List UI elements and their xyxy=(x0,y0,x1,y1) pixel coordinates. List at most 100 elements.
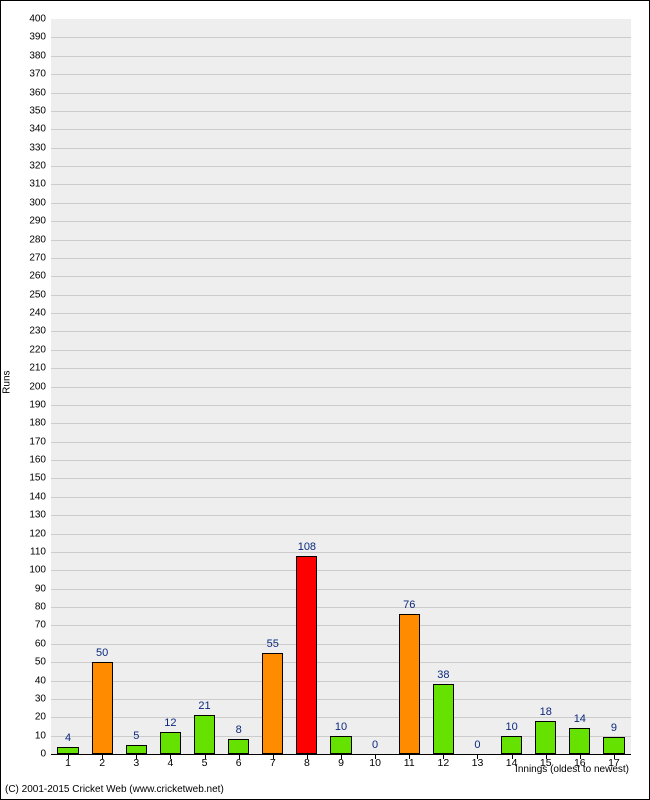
grid-line xyxy=(51,37,631,38)
y-tick-label: 190 xyxy=(6,399,46,410)
grid-line xyxy=(51,589,631,590)
bar-value-label: 50 xyxy=(96,647,108,659)
y-tick-label: 0 xyxy=(6,749,46,760)
x-tick-label: 6 xyxy=(236,757,242,769)
y-tick-label: 370 xyxy=(6,69,46,80)
grid-line xyxy=(51,405,631,406)
grid-line xyxy=(51,644,631,645)
grid-line xyxy=(51,662,631,663)
bar xyxy=(126,745,147,754)
y-tick-label: 10 xyxy=(6,730,46,741)
grid-line xyxy=(51,56,631,57)
y-tick-label: 360 xyxy=(6,87,46,98)
y-tick-label: 210 xyxy=(6,363,46,374)
grid-line xyxy=(51,295,631,296)
y-tick-label: 150 xyxy=(6,473,46,484)
y-tick-label: 290 xyxy=(6,216,46,227)
bar-value-label: 21 xyxy=(198,700,210,712)
grid-line xyxy=(51,331,631,332)
y-tick-label: 220 xyxy=(6,344,46,355)
grid-line xyxy=(51,570,631,571)
x-tick-label: 2 xyxy=(99,757,105,769)
grid-line xyxy=(51,478,631,479)
bar xyxy=(160,732,181,754)
grid-line xyxy=(51,681,631,682)
bar-value-label: 18 xyxy=(540,706,552,718)
grid-line xyxy=(51,442,631,443)
bar xyxy=(535,721,556,754)
x-tick-label: 10 xyxy=(369,757,381,769)
grid-line xyxy=(51,423,631,424)
x-tick-label: 12 xyxy=(438,757,450,769)
bar xyxy=(501,736,522,754)
bar-value-label: 12 xyxy=(164,717,176,729)
bar-value-label: 10 xyxy=(335,721,347,733)
y-tick-label: 180 xyxy=(6,418,46,429)
plot-area: 45051221855108100763801018149 xyxy=(51,19,631,755)
y-tick-label: 240 xyxy=(6,308,46,319)
copyright-text: (C) 2001-2015 Cricket Web (www.cricketwe… xyxy=(5,784,224,795)
bar-value-label: 108 xyxy=(298,541,316,553)
x-tick-label: 3 xyxy=(133,757,139,769)
grid-line xyxy=(51,350,631,351)
bar-value-label: 0 xyxy=(474,739,480,751)
x-tick-label: 4 xyxy=(167,757,173,769)
y-tick-label: 170 xyxy=(6,436,46,447)
bar-value-label: 5 xyxy=(133,730,139,742)
x-tick-label: 5 xyxy=(202,757,208,769)
y-tick-label: 160 xyxy=(6,455,46,466)
y-tick-label: 100 xyxy=(6,565,46,576)
grid-line xyxy=(51,460,631,461)
x-tick-label: 13 xyxy=(472,757,484,769)
y-tick-label: 230 xyxy=(6,326,46,337)
y-tick-label: 310 xyxy=(6,179,46,190)
bar-value-label: 4 xyxy=(65,732,71,744)
grid-line xyxy=(51,148,631,149)
y-tick-label: 400 xyxy=(6,14,46,25)
chart-container: 45051221855108100763801018149 Runs Innin… xyxy=(0,0,650,800)
bar-value-label: 9 xyxy=(611,722,617,734)
grid-line xyxy=(51,387,631,388)
grid-line xyxy=(51,111,631,112)
y-tick-label: 130 xyxy=(6,510,46,521)
y-tick-label: 380 xyxy=(6,50,46,61)
y-tick-label: 300 xyxy=(6,197,46,208)
y-tick-label: 40 xyxy=(6,675,46,686)
bar-value-label: 55 xyxy=(267,638,279,650)
bar xyxy=(228,739,249,754)
y-tick-label: 330 xyxy=(6,142,46,153)
y-tick-label: 340 xyxy=(6,124,46,135)
y-tick-label: 140 xyxy=(6,491,46,502)
x-tick-label: 1 xyxy=(65,757,71,769)
grid-line xyxy=(51,368,631,369)
y-tick-label: 280 xyxy=(6,234,46,245)
grid-line xyxy=(51,240,631,241)
y-tick-label: 90 xyxy=(6,583,46,594)
grid-line xyxy=(51,129,631,130)
y-tick-label: 270 xyxy=(6,252,46,263)
y-tick-label: 70 xyxy=(6,620,46,631)
y-tick-label: 390 xyxy=(6,32,46,43)
x-tick-label: 14 xyxy=(506,757,518,769)
x-tick-label: 16 xyxy=(574,757,586,769)
bar xyxy=(92,662,113,754)
bar xyxy=(262,653,283,754)
bar xyxy=(296,556,317,754)
grid-line xyxy=(51,534,631,535)
bar-value-label: 0 xyxy=(372,739,378,751)
x-tick-label: 7 xyxy=(270,757,276,769)
bar xyxy=(399,614,420,754)
grid-line xyxy=(51,699,631,700)
bar xyxy=(194,715,215,754)
grid-line xyxy=(51,221,631,222)
bar xyxy=(57,747,78,754)
y-tick-label: 20 xyxy=(6,712,46,723)
x-tick-label: 15 xyxy=(540,757,552,769)
grid-line xyxy=(51,607,631,608)
bar-value-label: 76 xyxy=(403,599,415,611)
grid-line xyxy=(51,515,631,516)
x-tick-label: 9 xyxy=(338,757,344,769)
bar xyxy=(330,736,351,754)
y-tick-label: 30 xyxy=(6,693,46,704)
y-tick-label: 320 xyxy=(6,161,46,172)
